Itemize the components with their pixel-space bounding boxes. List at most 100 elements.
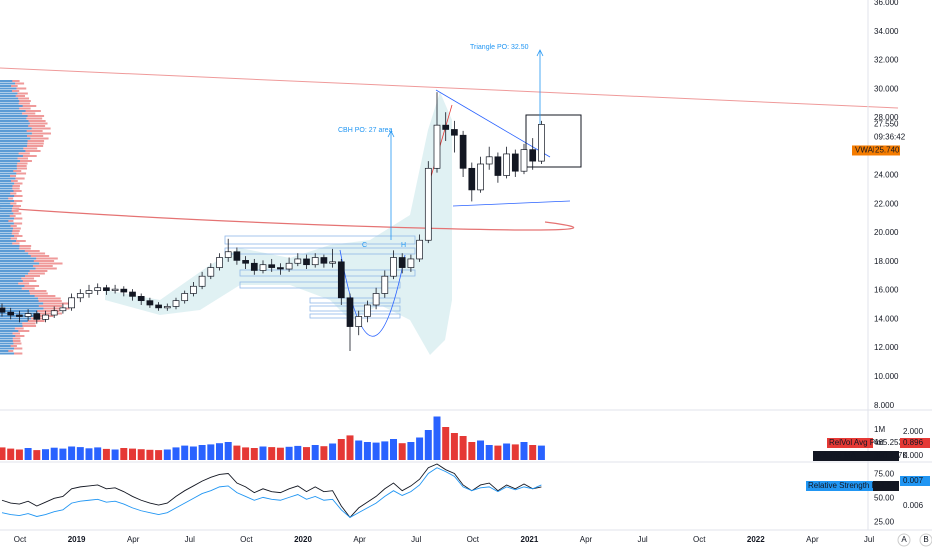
volume-profile-bar <box>0 270 30 272</box>
volume-profile-bar <box>0 125 29 127</box>
volume-bar <box>268 447 276 460</box>
volume-bar <box>50 447 58 460</box>
candle-body <box>85 290 93 294</box>
volume-profile-bar <box>0 162 18 165</box>
volume-profile-bar <box>0 130 27 132</box>
moving-average <box>0 207 575 231</box>
candle-body <box>16 314 23 317</box>
indicator-line <box>1 467 542 518</box>
footer-button[interactable] <box>919 533 932 547</box>
footer-button[interactable] <box>897 533 911 547</box>
volume-profile-bar <box>0 187 13 190</box>
volume-profile-bar <box>0 295 35 297</box>
volume-profile-bar <box>0 227 14 230</box>
readout-value: 390.117K <box>874 451 908 460</box>
readout-value: 0.007 <box>903 476 924 485</box>
volume-bar <box>172 447 180 460</box>
volume-profile-bar <box>0 115 28 117</box>
volume-profile-bar <box>0 172 17 175</box>
candle-body <box>459 134 467 169</box>
volume-profile-bar <box>0 175 11 177</box>
volume-profile-bar <box>0 185 13 187</box>
volume-profile-bar <box>0 160 20 162</box>
x-tick-label: Apr <box>127 535 140 544</box>
volume-profile-bar <box>0 255 31 257</box>
zone <box>309 297 401 304</box>
y-tick-label: 28.000 <box>874 113 899 122</box>
footer-button-label[interactable]: B <box>923 535 928 544</box>
y-tick-label: 1M <box>874 425 885 434</box>
volume-bar <box>407 442 415 460</box>
arrow-head <box>387 130 395 138</box>
volume-bar <box>0 447 6 460</box>
volume-profile-bar <box>0 310 38 312</box>
volume-profile-bar <box>0 220 9 222</box>
volume-bar <box>102 448 110 460</box>
volume-profile-bar <box>0 122 30 125</box>
candle-body <box>529 149 537 162</box>
volume-profile-bar <box>0 217 14 220</box>
footer-button-label[interactable]: A <box>901 535 907 544</box>
candle-body <box>311 257 319 266</box>
volume-profile-bar <box>0 205 14 207</box>
candle-body <box>242 260 249 264</box>
candle-body <box>216 257 223 268</box>
volume-bar <box>76 447 84 460</box>
volume-bar <box>337 439 345 460</box>
volume-profile-bar <box>0 345 11 347</box>
volume-profile-bar <box>0 282 19 285</box>
volume-bar <box>250 448 258 460</box>
readout-box <box>873 481 899 491</box>
candle-body <box>59 307 67 312</box>
volume-bar <box>398 443 406 460</box>
volume-profile-bar <box>0 192 11 195</box>
volume-profile-bar <box>0 180 12 182</box>
y-tick-label: 75.00 <box>874 470 895 479</box>
volume-profile-bar <box>0 287 22 290</box>
candle-body <box>346 297 354 327</box>
volume-profile-bar <box>0 347 14 350</box>
y-tick-label: 8.000 <box>874 401 895 410</box>
readout-box <box>900 476 930 486</box>
volume-bar <box>163 449 171 460</box>
candle-body <box>329 261 336 264</box>
candle-body <box>442 124 450 130</box>
volume-profile-bar <box>0 337 13 340</box>
volume-bar <box>146 449 154 460</box>
volume-profile-bar <box>0 80 13 82</box>
candle-body <box>468 167 476 191</box>
x-tick-label: Oct <box>240 535 253 544</box>
volume-profile-bar <box>0 167 17 170</box>
candle-body <box>42 314 49 320</box>
volume-profile-bar <box>0 182 15 185</box>
volume-profile-bar <box>0 207 13 210</box>
zone <box>224 247 416 255</box>
candle-body <box>259 264 267 271</box>
volume-bar <box>242 447 250 460</box>
y-tick-label: 32.000 <box>874 56 899 65</box>
volume-bar <box>68 446 76 460</box>
target-box <box>525 114 582 168</box>
volume-bar <box>372 442 380 460</box>
y-tick-label: 30.000 <box>874 84 899 93</box>
volume-bar <box>276 447 284 460</box>
volume-bar <box>346 435 354 460</box>
volume-profile-bar <box>0 322 23 325</box>
y-tick-label: 25.00 <box>874 517 895 526</box>
volume-bar <box>390 439 397 460</box>
candle-body <box>24 313 32 317</box>
readout-value: 61.91 <box>876 481 897 490</box>
volume-profile-bar <box>0 332 13 335</box>
zones <box>224 235 416 319</box>
triangle-line <box>435 89 551 158</box>
volume-bar <box>381 441 389 460</box>
trendline <box>0 67 899 109</box>
volume-profile-bar <box>0 275 25 277</box>
volume-bar <box>320 446 328 460</box>
candle-body <box>207 267 215 277</box>
volume-profile-bar <box>0 95 16 97</box>
volume-profile-bar <box>0 307 44 310</box>
y-tick-label: 16.000 <box>874 286 899 295</box>
x-tick-label: Apr <box>580 535 593 544</box>
volume-profile-bar <box>0 327 15 330</box>
